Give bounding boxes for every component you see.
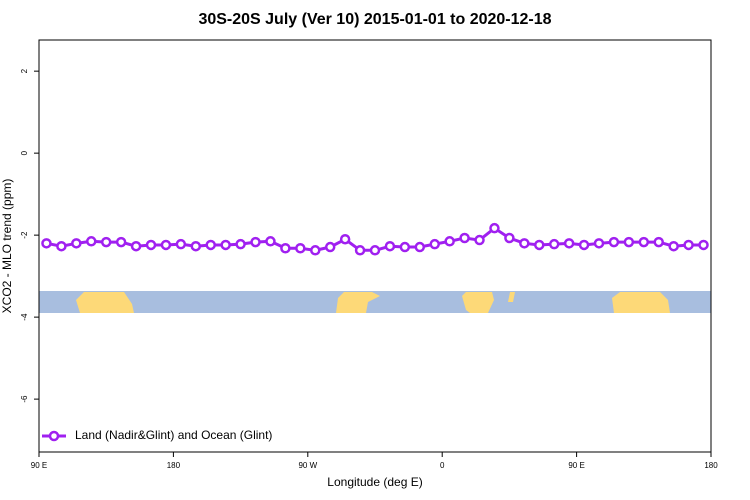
- point: [41, 238, 52, 249]
- land-shape: [508, 292, 515, 302]
- y-axis-label: XCO2 - MLO trend (ppm): [0, 179, 14, 314]
- point: [429, 238, 440, 250]
- point: [86, 236, 97, 247]
- point: [399, 241, 411, 253]
- point: [638, 236, 650, 248]
- y-tick-label: -6: [20, 395, 29, 403]
- point: [56, 240, 67, 252]
- point: [339, 233, 351, 245]
- point: [295, 243, 306, 254]
- point: [71, 238, 82, 249]
- point: [459, 232, 470, 244]
- x-tick-label: 180: [167, 461, 181, 470]
- x-tick-label: 90 E: [31, 461, 47, 470]
- point: [369, 245, 381, 256]
- point: [235, 238, 246, 250]
- point: [414, 241, 426, 253]
- point: [623, 236, 635, 248]
- point: [145, 239, 157, 251]
- y-tick-label: -4: [20, 313, 29, 321]
- y-tick-label: 2: [20, 68, 29, 73]
- point: [489, 222, 500, 234]
- point: [354, 245, 366, 256]
- point: [698, 239, 709, 251]
- point: [608, 236, 620, 248]
- point: [384, 240, 396, 252]
- point: [504, 232, 515, 244]
- point: [250, 236, 261, 248]
- point: [280, 243, 291, 254]
- x-tick-label: 90 W: [298, 461, 317, 470]
- land-shape: [462, 292, 494, 313]
- point: [668, 240, 679, 252]
- point: [444, 236, 455, 247]
- land-shape: [76, 292, 134, 313]
- x-tick-label: 180: [704, 461, 718, 470]
- x-axis-label: Longitude (deg E): [327, 475, 422, 489]
- point: [175, 238, 187, 250]
- point: [160, 239, 172, 251]
- legend-label: Land (Nadir&Glint) and Ocean (Glint): [75, 428, 272, 442]
- land-shape: [336, 292, 380, 313]
- y-tick-label: 0: [20, 150, 29, 155]
- point: [324, 241, 336, 253]
- map-band: [39, 291, 711, 313]
- point: [310, 245, 321, 256]
- point: [190, 240, 202, 252]
- y-tick-label: -2: [20, 231, 29, 239]
- point: [593, 238, 605, 249]
- point: [548, 238, 560, 250]
- point: [474, 234, 485, 246]
- legend-marker: [48, 430, 60, 442]
- point: [100, 236, 112, 248]
- ocean-band: [39, 291, 711, 313]
- point: [563, 238, 575, 249]
- x-tick-label: 90 E: [568, 461, 584, 470]
- point: [683, 239, 694, 251]
- point: [220, 239, 231, 251]
- point: [578, 239, 590, 251]
- point: [130, 240, 142, 252]
- point: [534, 239, 545, 251]
- plot-frame: [38, 39, 712, 453]
- point: [115, 236, 127, 248]
- chart-title: 30S-20S July (Ver 10) 2015-01-01 to 2020…: [198, 11, 551, 28]
- point: [205, 239, 216, 251]
- point: [519, 238, 530, 249]
- point: [653, 236, 664, 248]
- point: [265, 236, 276, 247]
- x-tick-label: 0: [440, 461, 445, 470]
- land-shape: [612, 292, 670, 313]
